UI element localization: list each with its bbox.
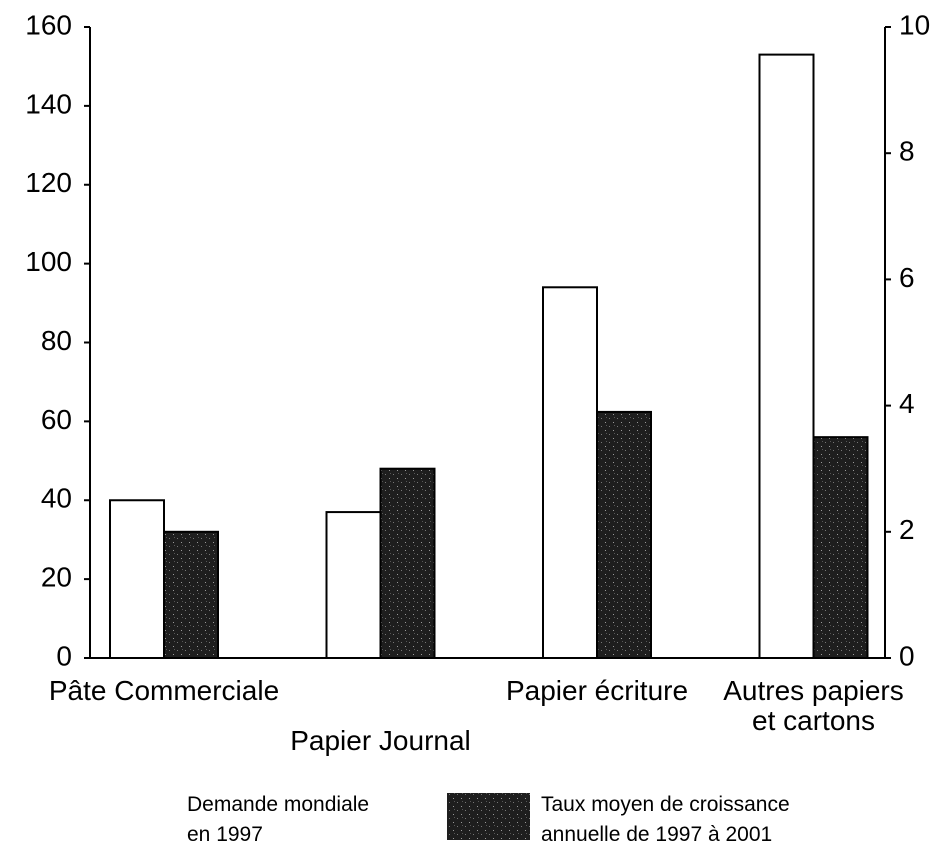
x-tick-label: Papier Journal bbox=[290, 725, 471, 756]
y-tick-label: 120 bbox=[25, 167, 72, 198]
y2-tick-label: 8 bbox=[899, 136, 915, 167]
y-tick-label: 20 bbox=[41, 562, 72, 593]
x-tick-label: Pâte Commerciale bbox=[49, 675, 279, 706]
legend-label: Taux moyen de croissance annuelle de 1997… bbox=[541, 793, 790, 846]
legend-swatch bbox=[447, 793, 530, 840]
bar bbox=[758, 53, 815, 659]
bar bbox=[325, 511, 382, 659]
y-tick-label: 100 bbox=[25, 246, 72, 277]
bar bbox=[812, 436, 869, 659]
bar bbox=[379, 467, 436, 660]
legend-label: Demande mondiale en 1997 bbox=[187, 793, 369, 846]
bar bbox=[596, 410, 652, 659]
y-tick-label: 40 bbox=[41, 483, 72, 514]
x-tick-label: Papier écriture bbox=[506, 675, 688, 706]
x-tick-label: Autres papiers et cartons bbox=[723, 675, 904, 736]
bar bbox=[542, 286, 598, 659]
y-tick-label: 60 bbox=[41, 404, 72, 435]
y-tick-label: 160 bbox=[25, 9, 72, 40]
y-tick-label: 0 bbox=[56, 640, 72, 671]
y2-tick-label: 10 bbox=[899, 9, 930, 40]
y2-tick-label: 2 bbox=[899, 514, 915, 545]
bar bbox=[109, 499, 165, 659]
y2-tick-label: 4 bbox=[899, 388, 915, 419]
y2-tick-label: 0 bbox=[899, 640, 915, 671]
y2-tick-label: 6 bbox=[899, 262, 915, 293]
bar bbox=[163, 530, 219, 659]
y-tick-label: 140 bbox=[25, 88, 72, 119]
y-tick-label: 80 bbox=[41, 325, 72, 356]
